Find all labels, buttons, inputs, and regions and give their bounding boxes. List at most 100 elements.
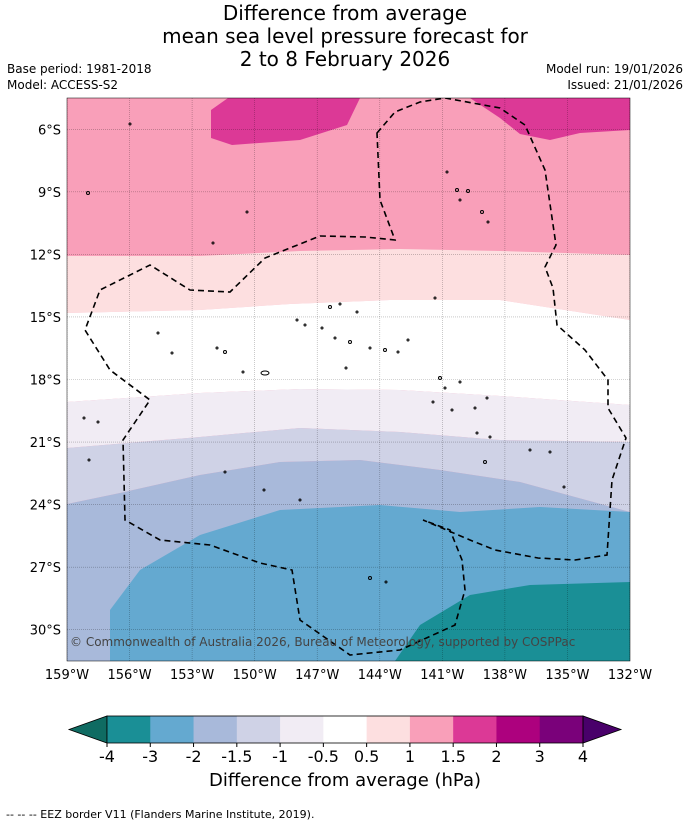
islands bbox=[82, 122, 566, 584]
longitude-labels: 159°W 156°W 153°W 150°W 147°W 144°W 141°W 138°W… bbox=[45, 668, 652, 683]
colorbar-tick-label: -2 bbox=[186, 747, 202, 766]
island bbox=[406, 338, 410, 342]
island bbox=[473, 406, 477, 410]
island bbox=[320, 326, 324, 330]
latitude-label: 18°S bbox=[30, 374, 61, 389]
longitude-label: 147°W bbox=[295, 668, 339, 683]
colorbar-tick-label: 1.5 bbox=[440, 747, 465, 766]
model-run: Model run: 19/01/2026 bbox=[545, 62, 683, 76]
island bbox=[562, 485, 566, 489]
title-line-3: 2 to 8 February 2026 bbox=[239, 47, 451, 71]
island bbox=[333, 336, 337, 340]
island bbox=[215, 346, 219, 350]
colorbar-swatch bbox=[150, 716, 195, 743]
island bbox=[443, 386, 447, 390]
eez-border bbox=[84, 98, 627, 656]
copyright-notice: © Commonwealth of Australia 2026, Bureau… bbox=[70, 635, 575, 649]
colorbar-swatch bbox=[323, 716, 368, 743]
colorbar-swatch bbox=[366, 716, 411, 743]
model-name: Model: ACCESS-S2 bbox=[7, 78, 119, 92]
latitude-label: 6°S bbox=[38, 123, 61, 138]
band-minus-3 bbox=[395, 582, 630, 661]
colorbar-swatch bbox=[236, 716, 281, 743]
island bbox=[455, 188, 459, 192]
island bbox=[548, 450, 552, 454]
island bbox=[303, 323, 307, 327]
colorbar-tick-label: -0.5 bbox=[308, 747, 339, 766]
band-minus-1 bbox=[67, 428, 630, 512]
colorbar: -4 -3 -2 -1.5 -1 -0.5 0.5 1 1.5 2 3 4 bbox=[67, 715, 623, 766]
colorbar-frame bbox=[106, 715, 584, 744]
island bbox=[295, 318, 299, 322]
longitude-label: 132°W bbox=[608, 668, 652, 683]
latitude-label: 9°S bbox=[38, 186, 61, 201]
island bbox=[486, 220, 490, 224]
colorbar-swatch bbox=[496, 716, 541, 743]
latitude-label: 12°S bbox=[30, 248, 61, 263]
island bbox=[383, 348, 387, 352]
island bbox=[156, 331, 160, 335]
colorbar-tick-label: 1 bbox=[405, 747, 415, 766]
base-period: Base period: 1981-2018 bbox=[7, 62, 152, 76]
island bbox=[384, 580, 388, 584]
island bbox=[355, 310, 359, 314]
colorbar-tick-label: 3 bbox=[535, 747, 545, 766]
island bbox=[170, 351, 174, 355]
island bbox=[458, 198, 462, 202]
colorbar-under-arrow bbox=[67, 715, 108, 744]
band-neutral bbox=[67, 300, 630, 405]
island bbox=[87, 458, 91, 462]
colorbar-swatch bbox=[280, 716, 324, 743]
longitude-label: 156°W bbox=[107, 668, 151, 683]
island bbox=[475, 431, 479, 435]
island bbox=[245, 210, 249, 214]
colorbar-tick-label: 2 bbox=[491, 747, 501, 766]
island bbox=[458, 380, 462, 384]
latitude-label: 27°S bbox=[30, 561, 61, 576]
latitude-labels: 6°S 9°S 12°S 15°S 18°S 21°S 24°S 27°S 30°S bbox=[30, 123, 61, 638]
longitude-label: 153°W bbox=[170, 668, 214, 683]
latitude-label: 15°S bbox=[30, 311, 61, 326]
latitude-label: 30°S bbox=[30, 624, 61, 639]
island bbox=[344, 366, 348, 370]
band-1.5-west bbox=[211, 98, 360, 145]
colorbar-tick-label: -4 bbox=[99, 747, 115, 766]
band-minus-0.5 bbox=[67, 389, 630, 448]
island bbox=[396, 350, 400, 354]
band-0.5-to-1 bbox=[67, 249, 630, 320]
island bbox=[128, 122, 132, 126]
map-area: © Commonwealth of Australia 2026, Bureau… bbox=[67, 98, 630, 661]
colorbar-tick-label: -3 bbox=[142, 747, 158, 766]
map-figure: © Commonwealth of Australia 2026, Bureau… bbox=[30, 97, 652, 766]
band-1.5-east bbox=[470, 98, 630, 140]
island bbox=[445, 170, 449, 174]
island bbox=[260, 370, 270, 376]
colorbar-over-arrow bbox=[582, 715, 623, 744]
island bbox=[328, 305, 332, 309]
island bbox=[450, 408, 454, 412]
island bbox=[96, 420, 100, 424]
map-frame bbox=[66, 97, 631, 662]
longitude-label: 141°W bbox=[420, 668, 464, 683]
island bbox=[82, 416, 86, 420]
colorbar-tick-label: 4 bbox=[578, 747, 588, 766]
longitude-label: 144°W bbox=[358, 668, 402, 683]
colorbar-swatch bbox=[409, 716, 454, 743]
island bbox=[466, 189, 470, 193]
colorbar-swatch bbox=[193, 716, 238, 743]
colorbar-swatch bbox=[453, 716, 497, 743]
island bbox=[483, 460, 487, 464]
island bbox=[241, 370, 245, 374]
island bbox=[368, 576, 372, 580]
title-line-1: Difference from average bbox=[222, 1, 468, 25]
colorbar-tick-label: -1 bbox=[272, 747, 288, 766]
colorbar-title: Difference from average (hPa) bbox=[208, 770, 482, 791]
island bbox=[262, 488, 266, 492]
island bbox=[298, 498, 302, 502]
latitude-label: 21°S bbox=[30, 436, 61, 451]
latitude-label: 24°S bbox=[30, 499, 61, 514]
island bbox=[528, 448, 532, 452]
title-line-2: mean sea level pressure forecast for bbox=[162, 24, 528, 48]
island bbox=[86, 191, 90, 195]
island bbox=[223, 350, 227, 354]
